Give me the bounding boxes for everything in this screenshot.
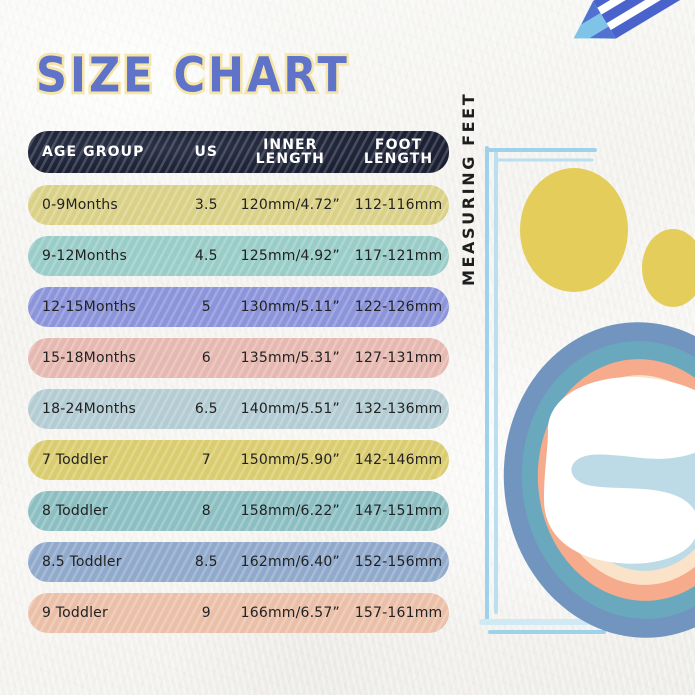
column-header-age-group: AGE GROUP xyxy=(42,143,145,160)
cell-foot-length: 127-131mm xyxy=(354,350,443,366)
foot-outline-illustration xyxy=(503,322,695,638)
table-row: 12-15Months 5 130mm/5.11” 122-126mm xyxy=(28,287,449,327)
cell-inner-length: 120mm/4.72” xyxy=(240,197,340,213)
cell-foot-length: 132-136mm xyxy=(354,401,443,417)
cell-us-size: 4.5 xyxy=(194,248,218,264)
cell-inner-length: 158mm/6.22” xyxy=(240,503,340,519)
cell-us-size: 8 xyxy=(201,503,211,519)
measuring-feet-illustration: MEASURING FEET xyxy=(452,0,695,695)
cell-age-group: 12-15Months xyxy=(42,299,137,315)
page-title: SIZE CHART xyxy=(34,45,350,107)
cell-age-group: 0-9Months xyxy=(42,197,118,213)
toe-big xyxy=(520,168,628,292)
cell-inner-length: 150mm/5.90” xyxy=(240,452,340,468)
cell-us-size: 5 xyxy=(201,299,211,315)
column-header-us: US xyxy=(194,143,219,160)
cell-us-size: 9 xyxy=(201,605,211,621)
table-row: 8 Toddler 8 158mm/6.22” 147-151mm xyxy=(28,491,449,531)
cell-foot-length: 122-126mm xyxy=(354,299,443,315)
cell-us-size: 6 xyxy=(201,350,211,366)
cell-foot-length: 142-146mm xyxy=(354,452,443,468)
cell-foot-length: 152-156mm xyxy=(354,554,443,570)
cell-inner-length: 162mm/6.40” xyxy=(240,554,340,570)
cell-age-group: 8 Toddler xyxy=(42,503,108,519)
cell-inner-length: 140mm/5.51” xyxy=(240,401,340,417)
column-header-inner-length: INNER LENGTH xyxy=(255,136,325,167)
cell-inner-length: 166mm/6.57” xyxy=(240,605,340,621)
cell-inner-length: 135mm/5.31” xyxy=(240,350,340,366)
cell-foot-length: 147-151mm xyxy=(354,503,443,519)
cell-inner-length: 130mm/5.11” xyxy=(240,299,340,315)
size-table: AGE GROUP US INNER LENGTH FOOT LENGTH 0-… xyxy=(28,131,449,644)
cell-age-group: 8.5 Toddler xyxy=(42,554,122,570)
table-body: 0-9Months 3.5 120mm/4.72” 112-116mm 9-12Mont… xyxy=(28,185,449,633)
cell-foot-length: 112-116mm xyxy=(354,197,443,213)
measuring-bracket xyxy=(479,146,606,634)
cell-age-group: 9-12Months xyxy=(42,248,127,264)
cell-us-size: 7 xyxy=(201,452,211,468)
table-row: 7 Toddler 7 150mm/5.90” 142-146mm xyxy=(28,440,449,480)
cell-us-size: 3.5 xyxy=(194,197,218,213)
cell-age-group: 7 Toddler xyxy=(42,452,108,468)
cell-inner-length: 125mm/4.92” xyxy=(240,248,340,264)
illustration-artwork xyxy=(479,0,695,638)
pencil-icon xyxy=(573,0,695,39)
cell-age-group: 18-24Months xyxy=(42,401,137,417)
cell-us-size: 8.5 xyxy=(194,554,218,570)
toe-second xyxy=(642,229,695,307)
table-row: 15-18Months 6 135mm/5.31” 127-131mm xyxy=(28,338,449,378)
cell-us-size: 6.5 xyxy=(194,401,218,417)
table-row: 0-9Months 3.5 120mm/4.72” 112-116mm xyxy=(28,185,449,225)
column-header-foot-length: FOOT LENGTH xyxy=(363,136,434,167)
cell-age-group: 9 Toddler xyxy=(42,605,108,621)
table-row: 9-12Months 4.5 125mm/4.92” 117-121mm xyxy=(28,236,449,276)
cell-foot-length: 117-121mm xyxy=(354,248,443,264)
cell-age-group: 15-18Months xyxy=(42,350,137,366)
table-header-row: AGE GROUP US INNER LENGTH FOOT LENGTH xyxy=(28,131,449,173)
table-row: 8.5 Toddler 8.5 162mm/6.40” 152-156mm xyxy=(28,542,449,582)
cell-foot-length: 157-161mm xyxy=(354,605,443,621)
table-row: 9 Toddler 9 166mm/6.57” 157-161mm xyxy=(28,593,449,633)
table-row: 18-24Months 6.5 140mm/5.51” 132-136mm xyxy=(28,389,449,429)
